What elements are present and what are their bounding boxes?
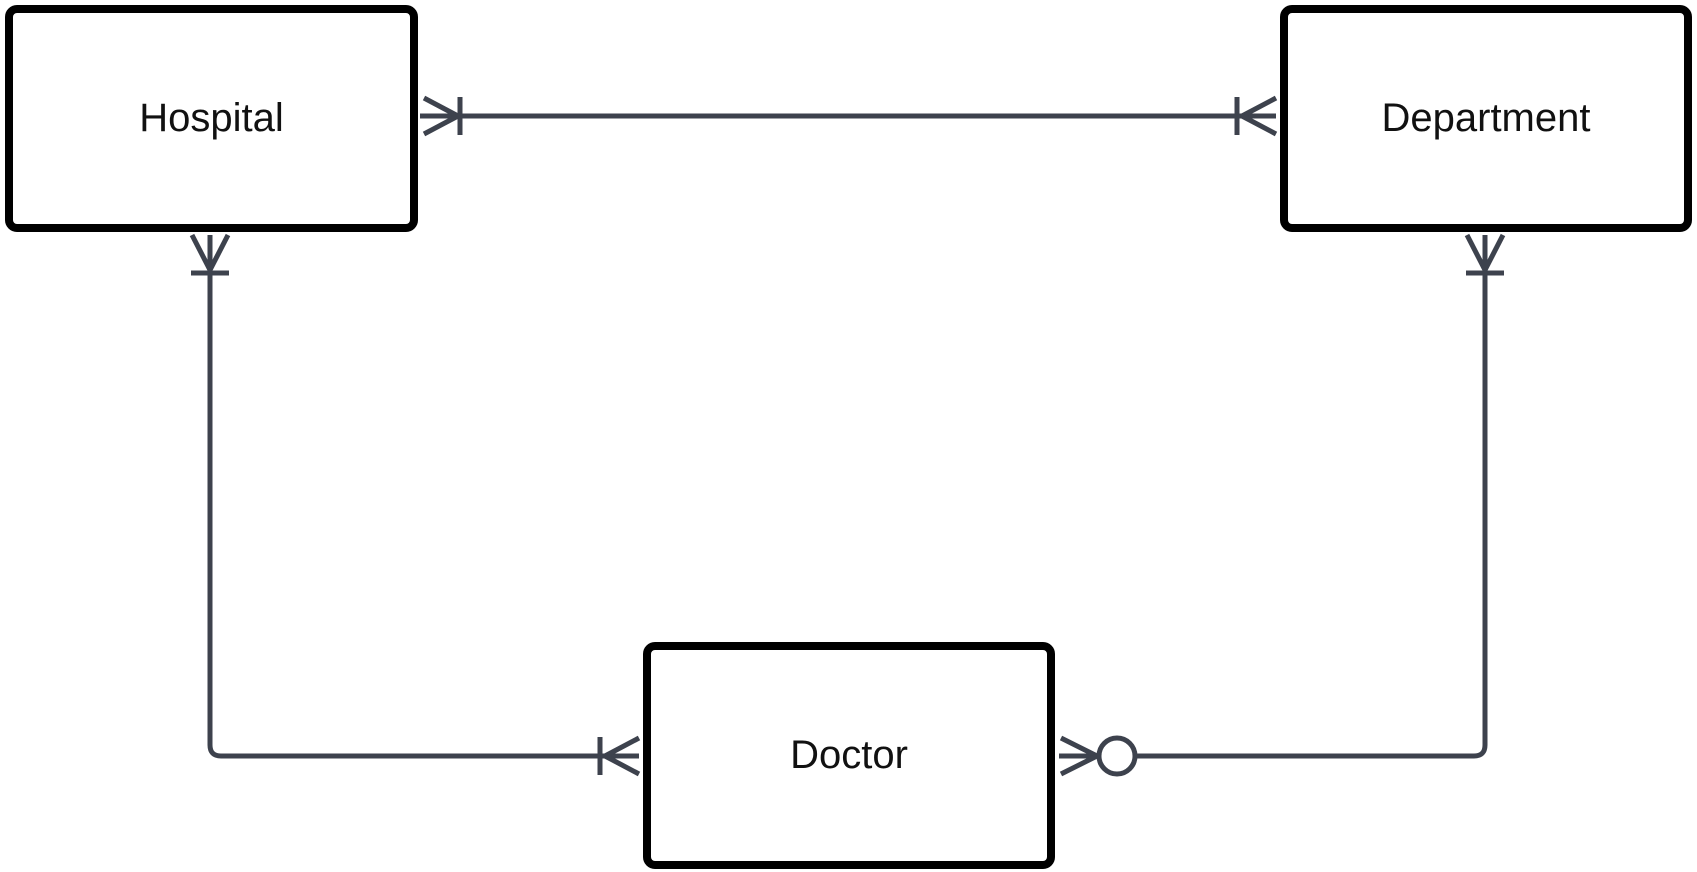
crows-foot-one-or-many-icon: [1464, 233, 1506, 276]
entity-label: Hospital: [139, 96, 284, 140]
relationship-hospital-department[interactable]: [420, 95, 1278, 137]
crows-foot-one-or-many-icon: [422, 95, 463, 137]
entity-department[interactable]: Department: [1280, 5, 1692, 232]
connector-line: [207, 235, 639, 759]
entity-doctor[interactable]: Doctor: [643, 642, 1055, 869]
crows-foot-one-or-many-icon: [597, 735, 641, 777]
entity-label: Doctor: [790, 733, 908, 777]
relationship-department-doctor[interactable]: [1059, 233, 1506, 777]
entity-label: Department: [1381, 96, 1591, 140]
crows-foot-one-or-many-icon: [1234, 95, 1278, 137]
relationship-hospital-doctor[interactable]: [189, 233, 641, 777]
connector-line: [1059, 235, 1488, 759]
crows-foot-zero-or-many-icon: [1059, 735, 1138, 777]
entity-hospital[interactable]: Hospital: [5, 5, 418, 232]
crows-foot-one-or-many-icon: [189, 233, 231, 276]
